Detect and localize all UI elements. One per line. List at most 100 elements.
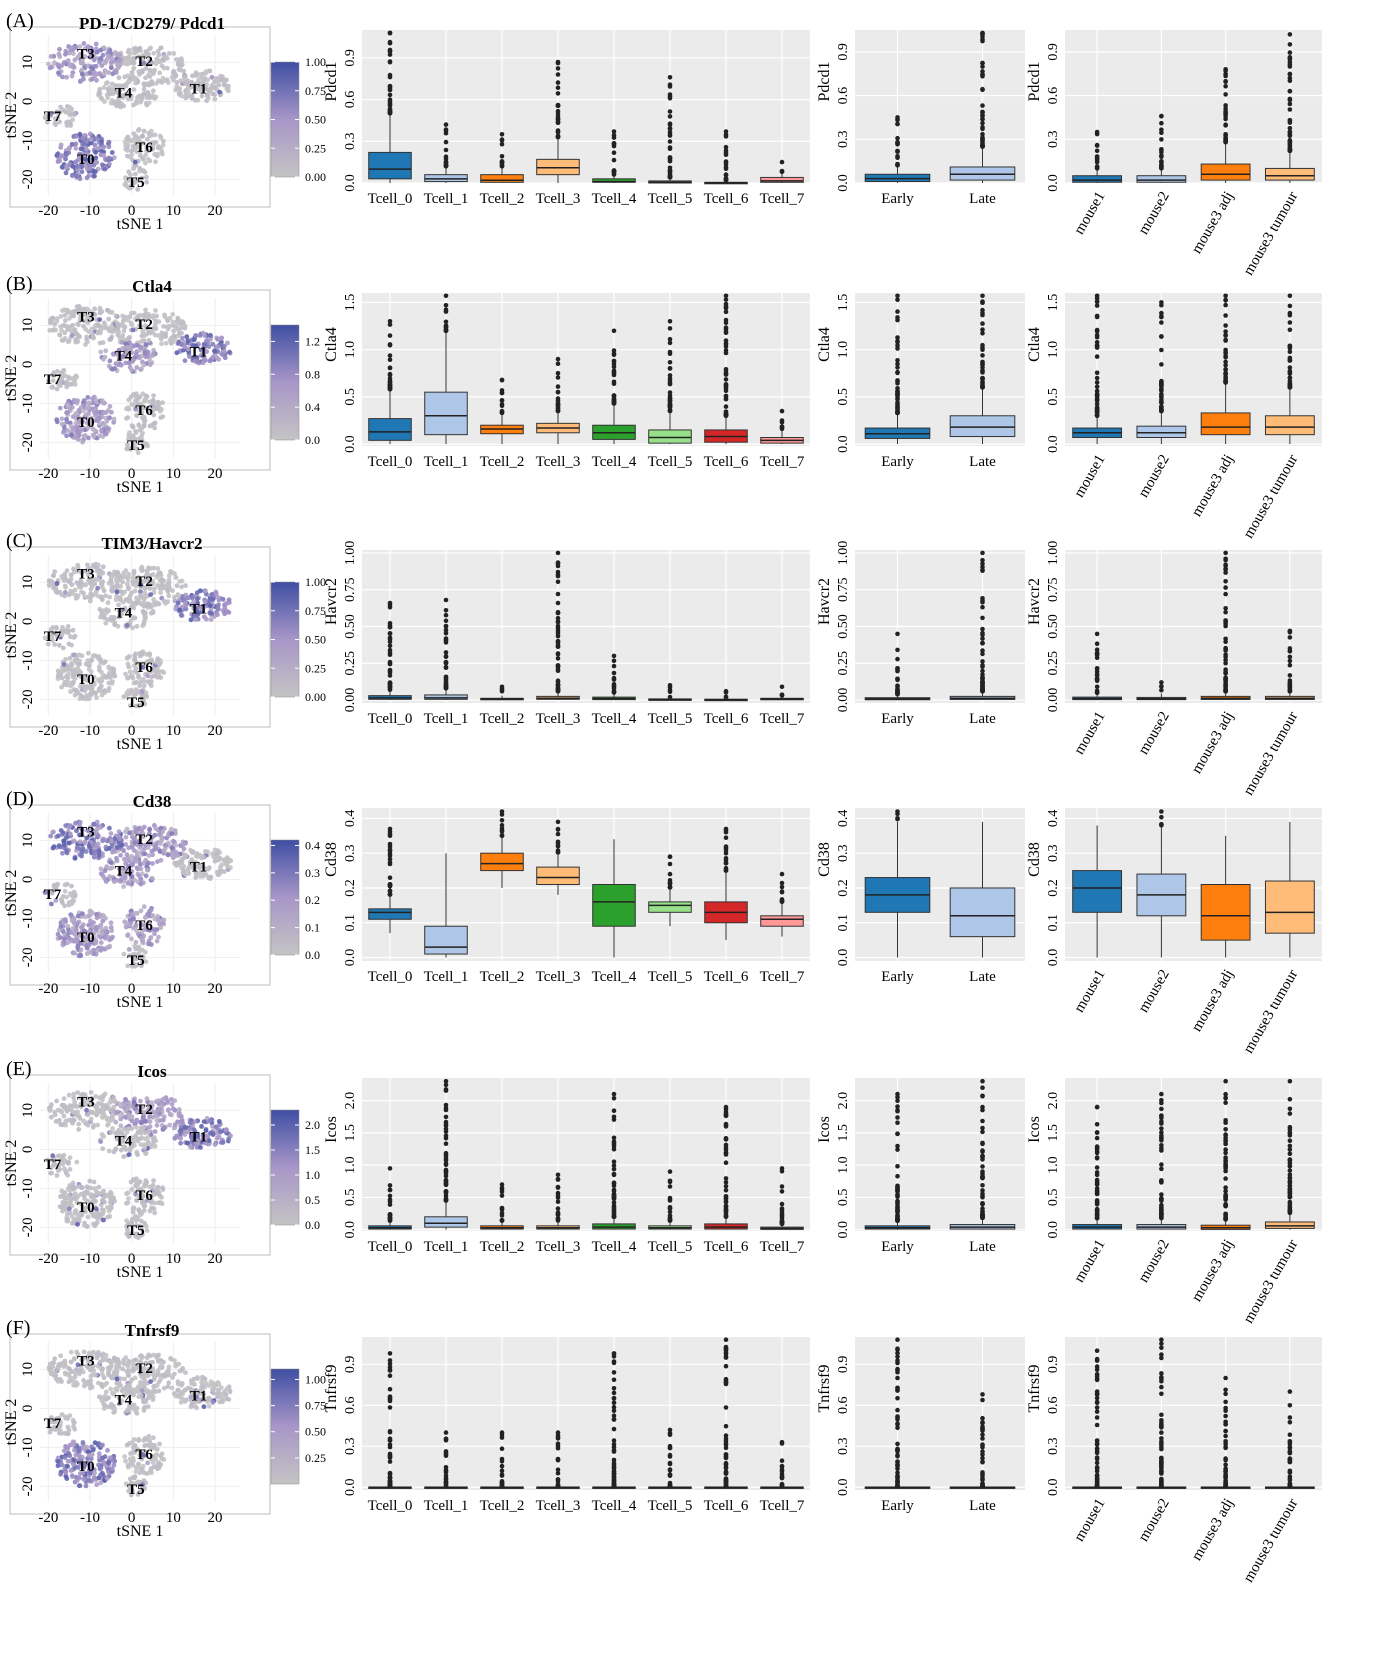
- tsne-point: [62, 330, 68, 336]
- tsne-point: [60, 928, 66, 934]
- tsne-point: [84, 339, 90, 345]
- tsne-point: [106, 70, 112, 75]
- tsne-point: [174, 84, 180, 89]
- tsne-point: [147, 362, 153, 367]
- tsne-point: [150, 610, 156, 616]
- tsne-point: [66, 935, 72, 941]
- tsne-point: [125, 586, 131, 592]
- tsne-point: [69, 680, 75, 686]
- outlier-point: [1223, 84, 1228, 89]
- tsne-point: [87, 949, 93, 955]
- tsne-point: [102, 60, 108, 66]
- tsne-point: [63, 318, 68, 323]
- tsne-point: [89, 65, 94, 70]
- tsne-point: [67, 382, 73, 387]
- outlier-point: [499, 132, 505, 137]
- tsne-point: [134, 365, 140, 370]
- tsne-point: [193, 73, 199, 78]
- tsne-point: [79, 169, 85, 175]
- colorbar-label: 0.00: [305, 690, 326, 704]
- tsne-point: [69, 324, 74, 329]
- tsne-point: [227, 349, 232, 355]
- tsne-point: [141, 683, 147, 689]
- tsne-point: [116, 52, 122, 57]
- tsne-point: [107, 337, 113, 342]
- tsne-point: [133, 171, 138, 177]
- tsne-point: [174, 80, 180, 85]
- tsne-point: [202, 333, 208, 339]
- tsne-point: [125, 184, 131, 190]
- y-tick-label: 0.50: [343, 614, 358, 639]
- tsne-point: [67, 655, 73, 661]
- outlier-point: [611, 352, 617, 358]
- tsne-point: [63, 51, 68, 57]
- y-tick-label: 0.00: [1046, 688, 1061, 713]
- tsne-point: [106, 688, 111, 694]
- tsne-point: [97, 310, 103, 316]
- tsne-point: [216, 336, 222, 342]
- outlier-point: [443, 630, 449, 636]
- tsne-point: [203, 85, 209, 91]
- outlier-point: [1223, 73, 1228, 79]
- tsne-point: [120, 323, 126, 328]
- tsne-point: [183, 583, 188, 589]
- tsne-point: [182, 344, 188, 350]
- tsne-point: [85, 395, 91, 400]
- outlier-point: [443, 660, 449, 666]
- outlier-point: [723, 161, 729, 167]
- tsne-point: [182, 325, 188, 331]
- outlier-point: [555, 831, 561, 837]
- tsne-point: [70, 414, 76, 419]
- tsne-point: [78, 146, 84, 152]
- outlier-point: [499, 403, 505, 409]
- tsne-point: [160, 400, 166, 406]
- tsne-point: [59, 675, 65, 681]
- outlier-point: [895, 135, 900, 141]
- tsne-point: [147, 68, 153, 74]
- outlier-point: [980, 38, 985, 44]
- tsne-point: [208, 603, 213, 609]
- tsne-point: [62, 336, 68, 341]
- cluster-label: T6: [135, 660, 153, 676]
- colorbar-label: 0.8: [305, 367, 320, 381]
- y-tick-label: 0.5: [836, 388, 851, 406]
- tsne-point: [156, 319, 162, 324]
- outlier-point: [1287, 375, 1293, 381]
- x-tick-label: Tcell_5: [648, 191, 693, 207]
- tsne-point: [107, 846, 112, 851]
- tsne-point: [133, 687, 139, 692]
- tsne-point: [136, 597, 142, 602]
- tsne-point: [212, 348, 218, 354]
- outlier-point: [1094, 666, 1100, 671]
- tsne-point: [153, 602, 158, 608]
- outlier-point: [1223, 379, 1228, 384]
- tsne-point: [148, 592, 154, 597]
- tsne-point: [73, 141, 79, 147]
- tsne-point: [58, 828, 64, 833]
- tsne-point: [71, 112, 77, 118]
- outlier-point: [667, 84, 673, 89]
- tsne-point: [79, 154, 84, 160]
- tsne-point: [59, 63, 65, 68]
- colorbar-label: 0.3: [305, 866, 320, 880]
- tsne-point: [148, 604, 154, 610]
- tsne-point: [141, 53, 147, 59]
- tsne-point: [131, 615, 137, 621]
- outlier-point: [1287, 649, 1293, 654]
- tsne-point: [143, 342, 149, 347]
- tsne-point: [156, 144, 162, 150]
- tsne-point: [144, 144, 150, 150]
- tsne-point: [71, 938, 77, 943]
- outlier-point: [1287, 662, 1293, 668]
- tsne-point: [69, 141, 75, 147]
- tsne-point: [102, 166, 108, 172]
- tsne-point: [150, 88, 156, 94]
- tsne-point: [92, 653, 97, 659]
- tsne-point: [155, 151, 161, 157]
- tsne-point: [101, 85, 107, 90]
- tsne-point: [98, 866, 104, 872]
- outlier-point: [1159, 379, 1164, 385]
- plot-background: [362, 30, 810, 183]
